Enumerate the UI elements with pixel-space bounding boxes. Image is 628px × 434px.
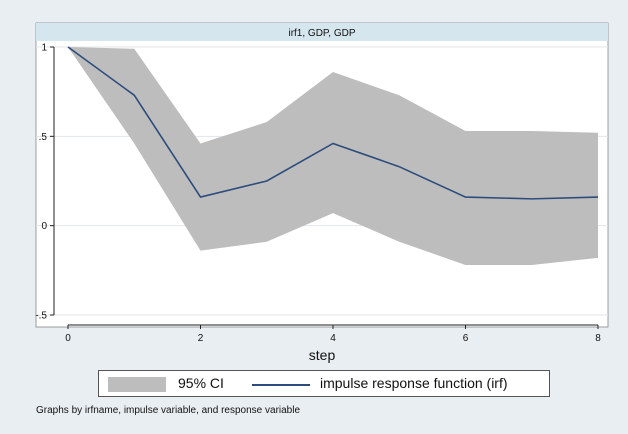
footnote: Graphs by irfname, impulse variable, and… [36, 405, 301, 416]
axes: -.5 0 .5 1 0 2 4 6 8 [35, 43, 601, 345]
legend-ci-swatch [108, 377, 166, 392]
y-tick-label-0: -.5 [35, 311, 47, 322]
y-tick-label-1: 0 [41, 221, 47, 232]
ci-band-layer [68, 47, 598, 265]
x-tick-label-0: 0 [65, 333, 71, 344]
x-tick-label-2: 4 [330, 333, 336, 344]
legend-ci-label: 95% CI [178, 375, 224, 391]
ci-band [68, 47, 598, 265]
legend-irf-label: impulse response function (irf) [320, 375, 508, 391]
x-tick-label-3: 6 [463, 333, 469, 344]
y-tick-label-2: .5 [39, 132, 48, 143]
legend-irf-line [252, 384, 310, 386]
irf-line-layer [67, 46, 599, 200]
x-axis-title: step [309, 347, 336, 363]
y-tick-label-3: 1 [41, 43, 47, 54]
panel-title-bar [36, 23, 608, 41]
legend: 95% CI impulse response function (irf) [98, 370, 550, 397]
panel-title: irf1, GDP, GDP [288, 28, 355, 39]
x-tick-label-4: 8 [595, 333, 601, 344]
x-tick-label-1: 2 [198, 333, 204, 344]
